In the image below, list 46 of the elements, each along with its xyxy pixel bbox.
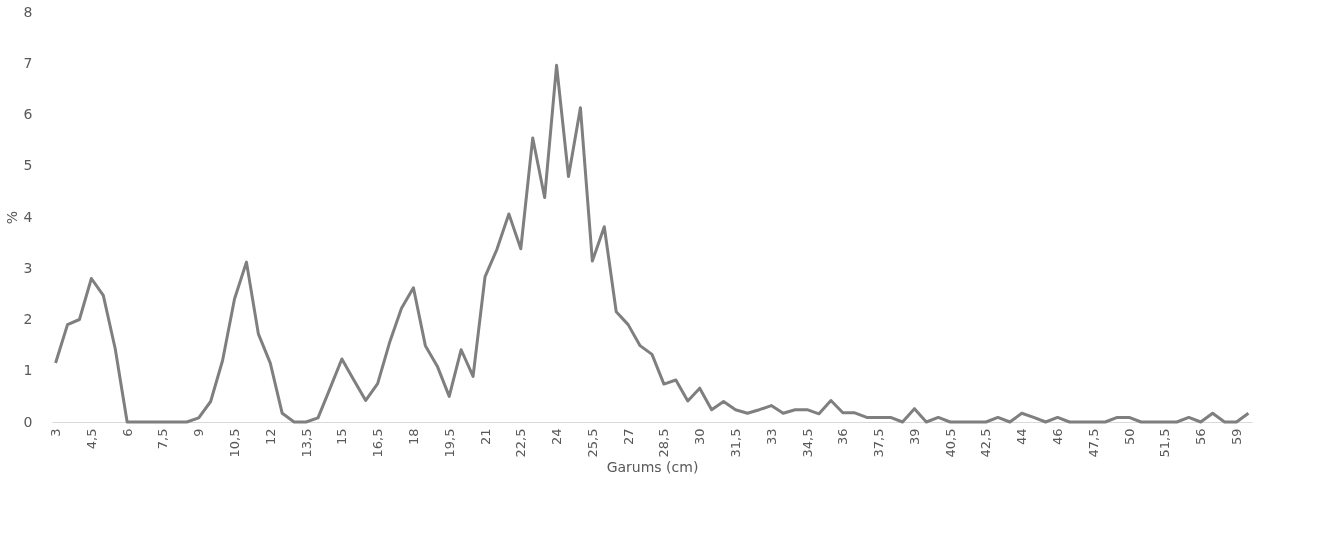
x-tick-label: 3 bbox=[48, 428, 64, 437]
y-tick-label: 0 bbox=[23, 413, 33, 430]
x-tick-label: 6 bbox=[119, 428, 135, 437]
x-tick-label: 24 bbox=[549, 428, 565, 446]
x-tick-label: 25,5 bbox=[584, 428, 600, 458]
line-series bbox=[54, 63, 1250, 424]
x-tick-label: 42,5 bbox=[978, 428, 994, 458]
x-tick-label: 31,5 bbox=[728, 428, 743, 458]
x-tick-label: 33 bbox=[763, 428, 779, 446]
x-tick-label: 7,5 bbox=[155, 428, 171, 450]
x-tick-label: 15 bbox=[334, 428, 350, 446]
y-tick-label: 4 bbox=[23, 208, 33, 225]
x-tick-label: 9 bbox=[191, 428, 207, 437]
x-tick-label: 22,5 bbox=[513, 428, 529, 458]
x-tick-label: 36 bbox=[835, 428, 851, 446]
x-tick-label: 46 bbox=[1050, 428, 1066, 446]
x-tick-label: 37,5 bbox=[871, 428, 887, 458]
y-tick-label: 3 bbox=[23, 259, 33, 276]
x-tick-label: 59 bbox=[1228, 428, 1244, 446]
x-tick-label: 50 bbox=[1121, 428, 1137, 446]
x-tick-label: 39 bbox=[906, 428, 922, 446]
x-tick-label: 44 bbox=[1014, 428, 1030, 446]
x-tick-label: 27 bbox=[620, 428, 636, 446]
x-axis-title: Garums (cm) bbox=[606, 459, 699, 476]
x-tick-label: 51,5 bbox=[1157, 428, 1173, 458]
x-tick-label: 40,5 bbox=[942, 428, 958, 458]
x-tick-label: 47,5 bbox=[1085, 428, 1101, 458]
y-tick-label: 2 bbox=[23, 311, 33, 327]
x-tick-label: 34,5 bbox=[799, 428, 815, 458]
y-tick-label: 6 bbox=[23, 106, 33, 122]
x-tick-label: 10,5 bbox=[227, 428, 242, 458]
x-tick-label: 21 bbox=[477, 428, 493, 446]
y-axis-title: % bbox=[3, 210, 20, 225]
x-tick-label: 12 bbox=[262, 428, 278, 446]
x-tick-label: 4,5 bbox=[83, 428, 99, 450]
x-tick-label: 16,5 bbox=[370, 428, 386, 458]
x-tick-label: 18 bbox=[405, 428, 421, 446]
x-tick-label: 28,5 bbox=[656, 428, 672, 458]
x-tick-label: 13,5 bbox=[298, 428, 314, 458]
x-tick-label: 19,5 bbox=[441, 428, 457, 458]
y-tick-label: 7 bbox=[23, 54, 33, 71]
x-tick-label: 56 bbox=[1193, 428, 1209, 446]
x-tick-label: 30 bbox=[692, 428, 708, 446]
y-tick-label: 1 bbox=[23, 362, 33, 379]
y-tick-label: 8 bbox=[23, 3, 33, 20]
y-tick-label: 5 bbox=[23, 157, 33, 174]
